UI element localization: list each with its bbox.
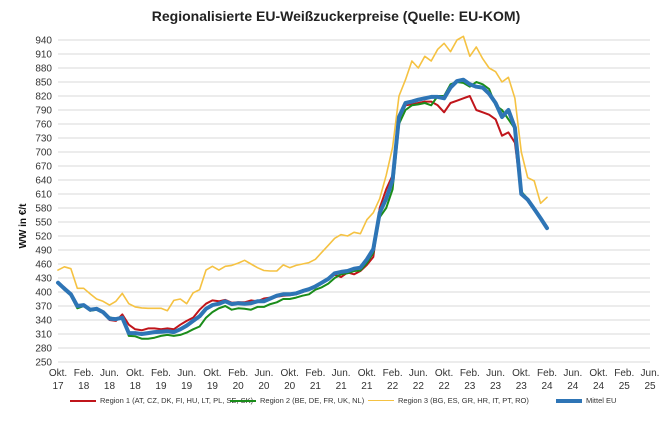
y-axis-label: WW in €/t: [18, 203, 29, 249]
x-tick-label-year: 21: [361, 381, 373, 392]
x-tick-label-year: 23: [490, 381, 502, 392]
x-tick-label-year: 22: [413, 381, 425, 392]
x-tick-label-month: Okt.: [280, 368, 298, 379]
x-tick-label-year: 18: [78, 381, 90, 392]
x-tick-label-month: Feb.: [305, 368, 325, 379]
x-tick-label-month: Feb.: [537, 368, 557, 379]
x-tick-label-month: Jun.: [254, 368, 273, 379]
y-tick-label: 910: [35, 50, 52, 61]
y-tick-label: 640: [35, 176, 52, 187]
y-tick-label: 250: [35, 358, 52, 369]
x-tick-label-month: Okt.: [203, 368, 221, 379]
series-line-2: [57, 81, 548, 340]
y-tick-label: 700: [35, 148, 52, 159]
y-tick-label: 370: [35, 302, 52, 313]
x-tick-label-month: Jun.: [563, 368, 582, 379]
x-tick-label-year: 23: [516, 381, 528, 392]
series-line-3: [57, 35, 548, 312]
x-tick-label-year: 18: [104, 381, 116, 392]
x-tick-label-month: Feb.: [614, 368, 634, 379]
x-tick-label-year: 20: [284, 381, 296, 392]
x-tick-label-month: Jun.: [332, 368, 351, 379]
y-tick-label: 400: [35, 288, 52, 299]
legend-label: Mittel EU: [586, 396, 617, 405]
x-tick-label-year: 20: [233, 381, 245, 392]
x-tick-label-month: Okt.: [358, 368, 376, 379]
gridlines: [58, 39, 650, 363]
x-tick-label-year: 25: [619, 381, 631, 392]
legend-item: Region 2 (BE, DE, FR, UK, NL): [230, 396, 364, 405]
y-tick-label: 610: [35, 190, 52, 201]
x-tick-label-year: 17: [52, 381, 64, 392]
y-tick-label: 940: [35, 36, 52, 47]
x-tick-label-month: Okt.: [512, 368, 530, 379]
legend-item: Mittel EU: [556, 396, 616, 405]
x-tick-label-year: 21: [310, 381, 322, 392]
x-tick-label-year: 19: [155, 381, 167, 392]
chart-title: Regionalisierte EU-Weißzuckerpreise (Que…: [151, 8, 521, 24]
x-tick-label-year: 25: [644, 381, 656, 392]
x-tick-label-month: Jun.: [641, 368, 660, 379]
y-tick-label: 310: [35, 330, 52, 341]
legend: Region 1 (AT, CZ, DK, FI, HU, LT, PL, SE…: [40, 396, 660, 412]
x-tick-label-year: 23: [464, 381, 476, 392]
x-tick-label-month: Okt.: [126, 368, 144, 379]
legend-swatch: [230, 399, 256, 402]
legend-swatch: [556, 398, 582, 403]
x-tick-label-month: Okt.: [435, 368, 453, 379]
x-tick-label-month: Jun.: [100, 368, 119, 379]
x-tick-label-month: Feb.: [228, 368, 248, 379]
x-tick-label-month: Okt.: [589, 368, 607, 379]
legend-label: Region 3 (BG, ES, GR, HR, IT, PT, RO): [398, 396, 529, 405]
x-tick-label-month: Feb.: [383, 368, 403, 379]
x-tick-label-month: Jun.: [177, 368, 196, 379]
x-tick-label-year: 19: [181, 381, 193, 392]
y-tick-label: 670: [35, 162, 52, 173]
legend-item: Region 3 (BG, ES, GR, HR, IT, PT, RO): [368, 396, 529, 405]
y-tick-label: 550: [35, 218, 52, 229]
y-tick-label: 520: [35, 232, 52, 243]
series-line-4: [56, 77, 549, 336]
series-lines: [56, 35, 549, 340]
y-tick-label: 340: [35, 316, 52, 327]
x-tick-label-month: Feb.: [460, 368, 480, 379]
x-tick-label-year: 24: [567, 381, 579, 392]
x-tick-labels: Okt. 17 Feb. 18 Jun. 18 Okt. 18 Feb. 19 Jun. 19 Okt.…: [49, 368, 660, 392]
x-tick-label-year: 21: [336, 381, 348, 392]
legend-swatch: [70, 399, 96, 402]
x-tick-label-year: 20: [258, 381, 270, 392]
legend-item: Region 1 (AT, CZ, DK, FI, HU, LT, PL, SE…: [70, 396, 253, 405]
x-tick-label-month: Okt.: [49, 368, 67, 379]
y-tick-label: 730: [35, 134, 52, 145]
x-tick-label-year: 18: [130, 381, 142, 392]
y-tick-label: 820: [35, 92, 52, 103]
y-tick-label: 790: [35, 106, 52, 117]
x-tick-label-year: 22: [439, 381, 451, 392]
y-tick-label: 850: [35, 78, 52, 89]
x-tick-label-year: 19: [207, 381, 219, 392]
x-tick-label-month: Feb.: [74, 368, 94, 379]
y-tick-label: 430: [35, 274, 52, 285]
legend-label: Region 2 (BE, DE, FR, UK, NL): [260, 396, 365, 405]
y-tick-labels: 250 280 310 340 370 400 430 460 490 520 550 580 610 6…: [35, 36, 52, 369]
y-tick-label: 880: [35, 64, 52, 75]
y-tick-label: 460: [35, 260, 52, 271]
y-tick-label: 580: [35, 204, 52, 215]
x-tick-label-month: Feb.: [151, 368, 171, 379]
y-tick-label: 490: [35, 246, 52, 257]
x-tick-label-year: 24: [541, 381, 553, 392]
legend-swatch: [368, 400, 394, 401]
y-tick-label: 280: [35, 344, 52, 355]
x-tick-label-year: 22: [387, 381, 399, 392]
legend-label: Region 1 (AT, CZ, DK, FI, HU, LT, PL, SE…: [100, 396, 254, 405]
x-tick-label-month: Jun.: [409, 368, 428, 379]
x-tick-label-year: 24: [593, 381, 605, 392]
x-tick-label-month: Jun.: [486, 368, 505, 379]
y-tick-label: 760: [35, 120, 52, 131]
